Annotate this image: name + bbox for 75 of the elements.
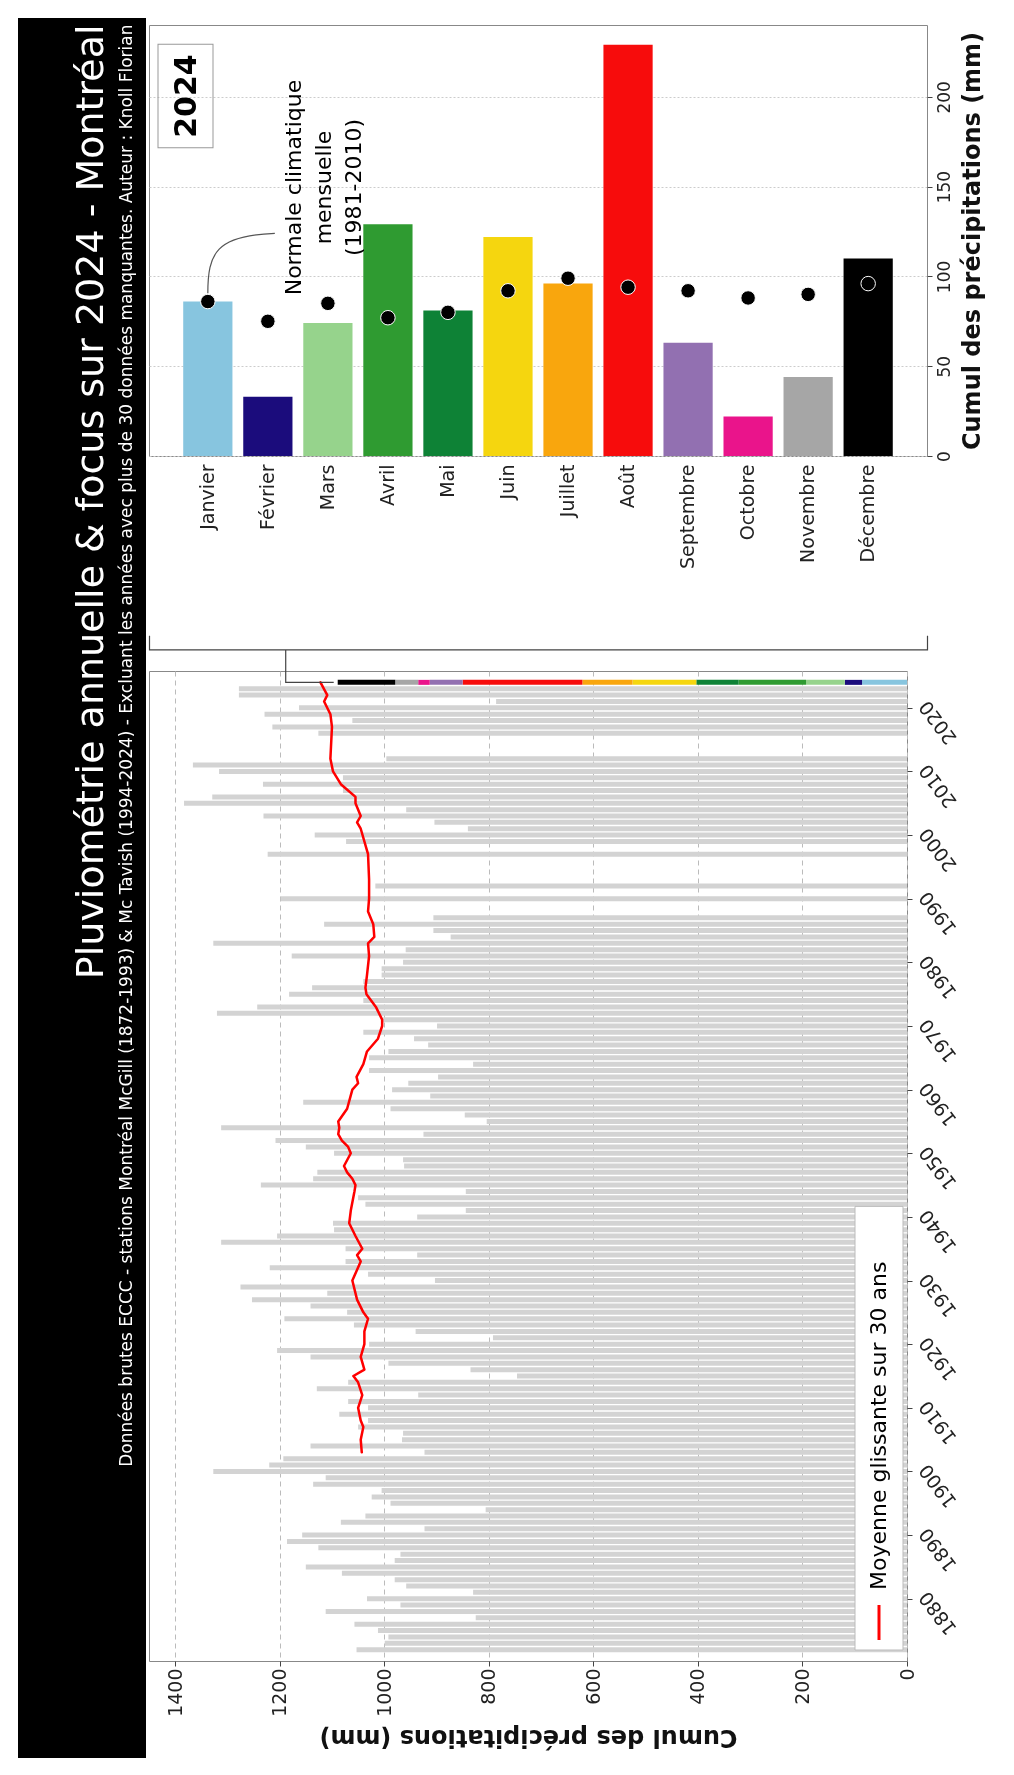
- x-tick-label: Avril: [375, 464, 398, 506]
- bar: [363, 224, 413, 456]
- bar: [423, 310, 473, 456]
- bar: [433, 915, 907, 921]
- point: [380, 309, 396, 326]
- x-tick-label: 1000: [372, 1668, 395, 1717]
- bar: [806, 679, 845, 685]
- bar: [183, 301, 233, 456]
- point: [680, 283, 696, 299]
- bar: [783, 376, 833, 456]
- chart-title: Pluviométrie annuelle & focus sur 2024 - Montréal: [67, 24, 112, 980]
- y-tick-label: 100: [933, 260, 954, 294]
- bar: [462, 679, 583, 685]
- bar: [582, 679, 633, 685]
- bar: [303, 323, 353, 456]
- x-tick-label: Octobre: [736, 464, 759, 541]
- annotation: Normale climatique mensuelle (1981-2010): [280, 79, 366, 296]
- point: [860, 275, 876, 292]
- x-tick-label: Septembre: [676, 464, 699, 570]
- x-tick-label: Juin: [495, 464, 518, 501]
- bar: [238, 686, 907, 692]
- x-axis-title: Cumul des précipitations (mm): [319, 1723, 738, 1752]
- bar: [395, 679, 419, 685]
- bar: [429, 679, 463, 685]
- bar: [267, 851, 907, 857]
- y-tick-label: 150: [933, 170, 954, 204]
- point: [560, 270, 576, 286]
- point: [800, 286, 816, 303]
- y-tick-label: 0: [933, 451, 954, 462]
- x-tick-label: Février: [255, 464, 278, 530]
- bar: [280, 896, 907, 902]
- x-tick-label: Août: [616, 464, 639, 509]
- x-tick-label: Juillet: [556, 464, 579, 519]
- annotation: 2024: [168, 54, 203, 138]
- bar: [375, 883, 907, 889]
- x-tick-label: 800: [477, 1668, 500, 1705]
- bar: [632, 679, 697, 685]
- bar: [483, 236, 533, 456]
- bar: [844, 679, 863, 685]
- text: Données brutes ECCC - stations Montréal McGill (1872-1993) & Mc Tavish (1994-2024) - Excluant les années avec plus de 30 données manquantes. Auteur : Knoll Florian: [115, 24, 136, 1467]
- x-tick-label: Janvier: [195, 464, 218, 531]
- y-axis-title: Cumul des précipitations (mm): [957, 31, 986, 451]
- point: [200, 293, 216, 310]
- bar: [337, 679, 396, 685]
- bar: [603, 44, 653, 456]
- x-tick-label: 0: [895, 1668, 918, 1681]
- bar: [386, 756, 907, 762]
- bar: [738, 679, 807, 685]
- bar: [418, 679, 430, 685]
- bar: [843, 258, 893, 456]
- x-tick-label: 1400: [163, 1668, 186, 1717]
- bar: [696, 679, 739, 685]
- point: [500, 283, 516, 299]
- x-tick-label: Novembre: [796, 464, 819, 563]
- x-tick-label: 200: [790, 1668, 813, 1705]
- x-tick-label: Mars: [315, 464, 338, 511]
- point: [260, 313, 276, 330]
- y-tick-label: 200: [933, 81, 954, 114]
- point: [620, 279, 636, 295]
- x-tick-label: 400: [686, 1668, 709, 1705]
- point: [320, 295, 336, 312]
- bar: [723, 416, 773, 456]
- x-tick-label: Décembre: [856, 464, 879, 563]
- x-tick-label: 600: [581, 1668, 604, 1705]
- point: [440, 304, 456, 321]
- y-tick-label: 50: [933, 355, 954, 378]
- x-tick-label: Mai: [435, 464, 458, 498]
- bar: [318, 730, 907, 736]
- bar: [862, 679, 907, 685]
- x-tick-label: 1200: [268, 1668, 291, 1717]
- bar: [243, 396, 293, 456]
- text: Moyenne glissante sur 30 ans: [866, 1261, 891, 1590]
- bar: [663, 342, 713, 456]
- bar: [543, 283, 593, 456]
- point: [740, 290, 756, 306]
